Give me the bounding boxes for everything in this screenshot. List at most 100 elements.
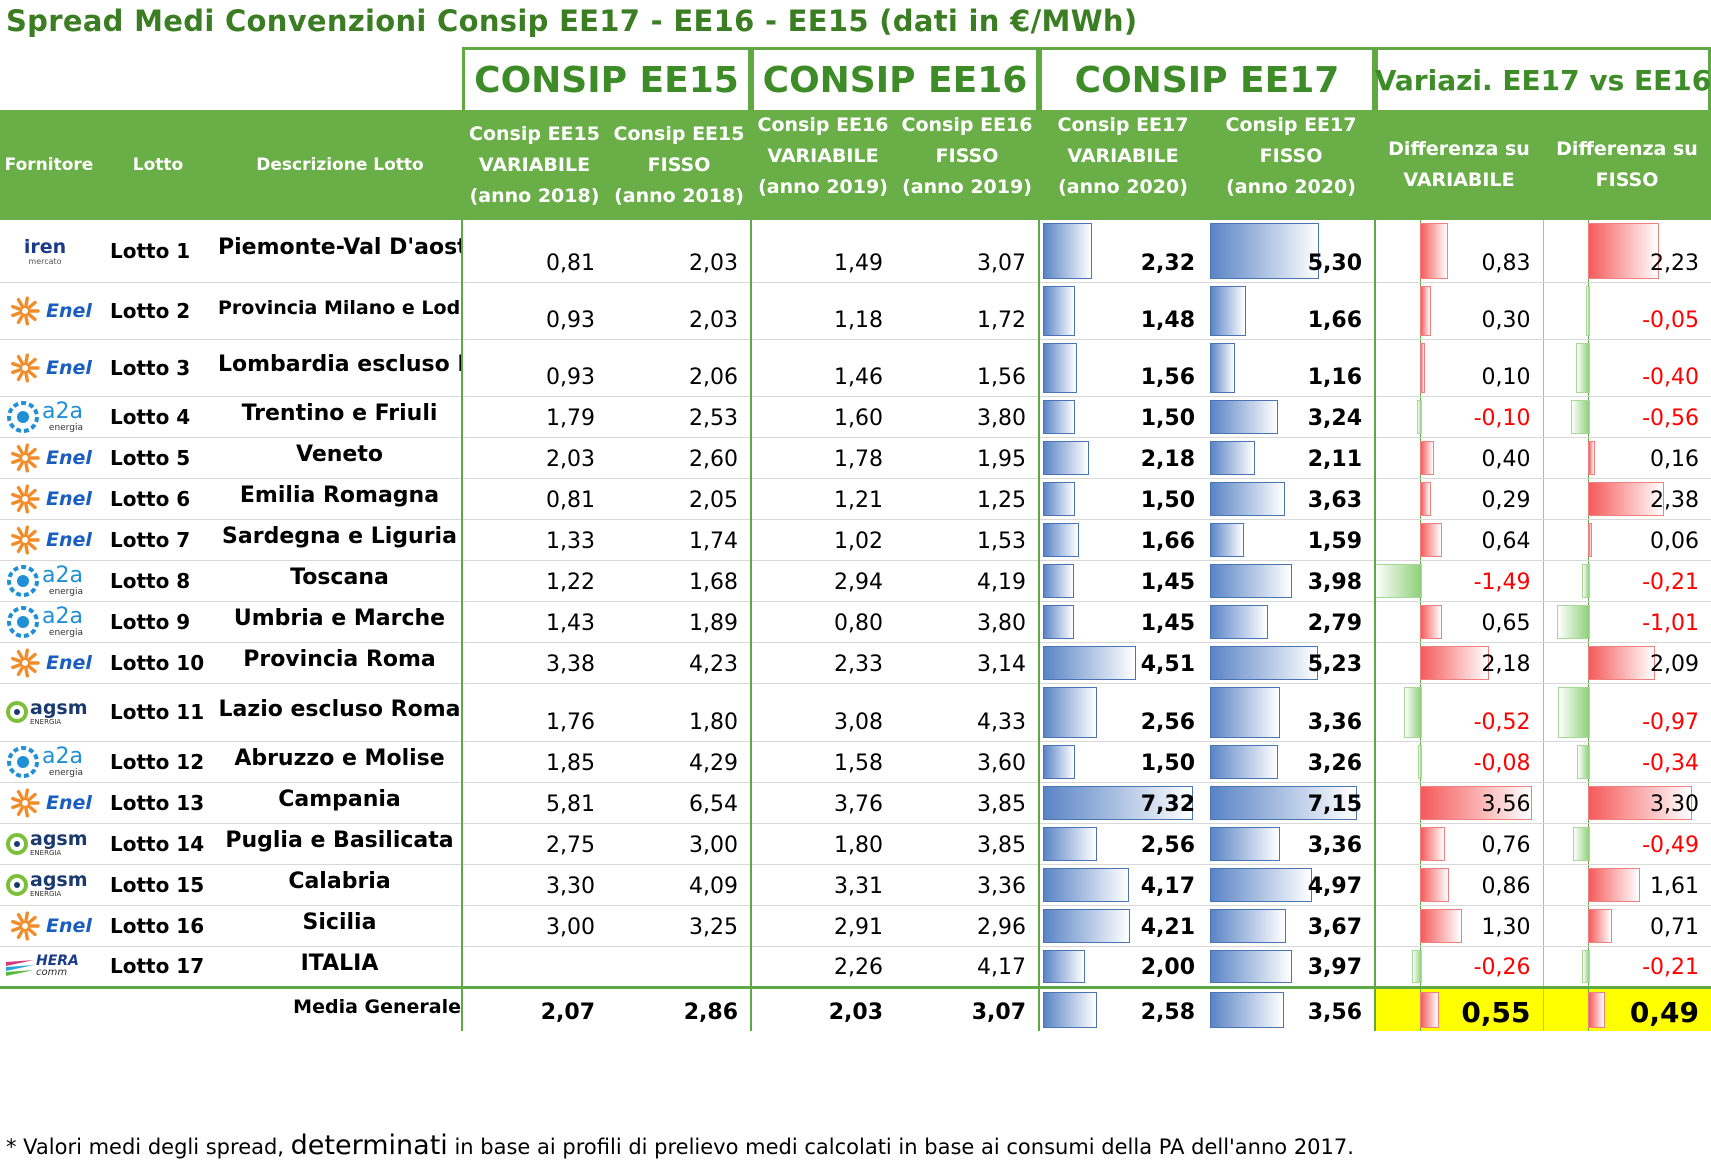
ee15-variabile-cell: 1,22 bbox=[461, 560, 607, 602]
ee17-fisso-cell: 2,79 bbox=[1207, 601, 1375, 643]
diff-bar-positive bbox=[1587, 991, 1605, 1028]
supplier-logo: agsm ENERGIA bbox=[0, 683, 98, 742]
ee15-fisso-cell: 2,53 bbox=[607, 396, 751, 438]
ee16-fisso-cell: 3,60 bbox=[895, 741, 1039, 783]
table-row: Enel Lotto 5 Veneto 2,03 2,60 1,78 1,95 … bbox=[0, 437, 1711, 479]
enel-logo-icon bbox=[11, 787, 40, 817]
diff-variabile-cell: 0,86 bbox=[1374, 864, 1543, 906]
description-cell: Piemonte-Val D'aosta bbox=[218, 220, 462, 283]
supplier-logo: Enel bbox=[0, 782, 98, 824]
description-cell: Sardegna e Liguria bbox=[218, 519, 462, 561]
ee17-fisso-cell: 3,63 bbox=[1207, 478, 1375, 520]
col-header-diff-variabile: Differenza su VARIABILE bbox=[1375, 110, 1543, 220]
diff-fisso-cell: 0,16 bbox=[1542, 437, 1711, 479]
ee16-variabile-cell: 1,02 bbox=[750, 519, 895, 561]
diff-bar-positive bbox=[1587, 908, 1612, 943]
a2a-logo-icon bbox=[7, 605, 39, 638]
diff-fisso-cell: -0,21 bbox=[1542, 560, 1711, 602]
ee17-bar bbox=[1210, 440, 1255, 475]
diff-bar-positive bbox=[1587, 785, 1692, 820]
supplier-logo: Enel bbox=[0, 282, 98, 340]
ee17-bar bbox=[1210, 399, 1278, 434]
supplier-logo: a2a energia bbox=[0, 601, 98, 643]
col-header-ee15-variabile: Consip EE15 VARIABILE (anno 2018) bbox=[462, 110, 607, 220]
table-row: agsm ENERGIA Lotto 14 Puglia e Basilicat… bbox=[0, 823, 1711, 865]
lotto-cell: Lotto 14 bbox=[98, 823, 218, 865]
ee17-variabile-cell: 4,51 bbox=[1038, 642, 1207, 684]
col-header-ee16-fisso: Consip EE16 FISSO (anno 2019) bbox=[895, 110, 1039, 220]
ee17-bar bbox=[1210, 949, 1292, 983]
ee15-fisso-cell: 1,89 bbox=[607, 601, 751, 643]
ee16-variabile-cell: 1,46 bbox=[750, 339, 895, 397]
lotto-cell: Lotto 6 bbox=[98, 478, 218, 520]
group-header-variazioni: Variazi. EE17 vs EE16 bbox=[1375, 47, 1711, 110]
ee17-bar bbox=[1210, 481, 1285, 516]
description-cell: ITALIA bbox=[218, 946, 462, 988]
diff-bar-negative bbox=[1418, 744, 1422, 779]
diff-bar-negative bbox=[1412, 949, 1422, 983]
supplier-logo: Enel bbox=[0, 437, 98, 479]
ee17-bar bbox=[1210, 563, 1292, 598]
diff-bar-negative bbox=[1581, 949, 1590, 983]
ee17-fisso-cell: 2,11 bbox=[1207, 437, 1375, 479]
table-row: a2a energia Lotto 12 Abruzzo e Molise 1,… bbox=[0, 741, 1711, 783]
diff-variabile-cell: 0,30 bbox=[1374, 282, 1543, 340]
a2a-logo-icon bbox=[7, 400, 39, 433]
ee17-variabile-cell: 4,21 bbox=[1038, 905, 1207, 947]
ee15-variabile-cell: 1,79 bbox=[461, 396, 607, 438]
ee16-fisso-cell: 4,33 bbox=[895, 683, 1039, 742]
description-cell: Provincia Milano e Lodi bbox=[218, 282, 462, 340]
lotto-cell: Lotto 1 bbox=[98, 220, 218, 283]
diff-bar-positive bbox=[1420, 285, 1431, 336]
diff-bar-negative bbox=[1581, 563, 1590, 598]
lotto-cell: Lotto 13 bbox=[98, 782, 218, 824]
ee17-variabile-cell: 2,00 bbox=[1038, 946, 1207, 988]
ee15-variabile-cell: 0,93 bbox=[461, 339, 607, 397]
ee15-fisso-cell: 3,00 bbox=[607, 823, 751, 865]
diff-bar-positive bbox=[1587, 522, 1592, 557]
ee17-variabile-cell: 4,17 bbox=[1038, 864, 1207, 906]
ee15-fisso-cell: 1,80 bbox=[607, 683, 751, 742]
ee17-fisso-cell: 7,15 bbox=[1207, 782, 1375, 824]
diff-fisso-cell: -0,34 bbox=[1542, 741, 1711, 783]
ee17-bar bbox=[1210, 908, 1286, 943]
ee16-fisso-cell: 2,96 bbox=[895, 905, 1039, 947]
ee15-fisso-cell: 2,60 bbox=[607, 437, 751, 479]
description-cell: Puglia e Basilicata bbox=[218, 823, 462, 865]
ee17-bar bbox=[1210, 223, 1319, 279]
ee17-variabile-cell: 1,66 bbox=[1038, 519, 1207, 561]
ee17-bar bbox=[1043, 285, 1075, 336]
ee16-variabile-cell: 3,31 bbox=[750, 864, 895, 906]
ee17-bar bbox=[1043, 399, 1075, 434]
ee17-fisso-cell: 3,24 bbox=[1207, 396, 1375, 438]
ee16-variabile-cell: 1,58 bbox=[750, 741, 895, 783]
ee16-fisso-cell: 4,19 bbox=[895, 560, 1039, 602]
diff-variabile-cell: 0,64 bbox=[1374, 519, 1543, 561]
table-row: Enel Lotto 13 Campania 5,81 6,54 3,76 3,… bbox=[0, 782, 1711, 824]
diff-variabile-cell: -0,52 bbox=[1374, 683, 1543, 742]
group-header-ee15: CONSIP EE15 bbox=[462, 47, 751, 110]
ee16-variabile-cell: 1,18 bbox=[750, 282, 895, 340]
column-header-row: Fornitore Lotto Descrizione Lotto Consip… bbox=[0, 110, 1711, 220]
description-cell: Trentino e Friuli bbox=[218, 396, 462, 438]
ee15-variabile-cell: 3,30 bbox=[461, 864, 607, 906]
table-row: iren mercato Lotto 1 Piemonte-Val D'aost… bbox=[0, 220, 1711, 283]
diff-fisso-cell: -0,97 bbox=[1542, 683, 1711, 742]
ee17-bar bbox=[1210, 826, 1280, 861]
ee17-bar bbox=[1043, 342, 1077, 393]
lotto-cell: Lotto 5 bbox=[98, 437, 218, 479]
footnote: * Valori medi degli spread, determinati … bbox=[6, 1130, 1354, 1161]
enel-logo-icon bbox=[11, 483, 40, 513]
ee16-fisso-cell: 3,85 bbox=[895, 823, 1039, 865]
ee16-variabile-cell: 3,76 bbox=[750, 782, 895, 824]
ee17-variabile-cell: 2,56 bbox=[1038, 823, 1207, 865]
diff-bar-negative bbox=[1377, 563, 1422, 598]
ee15-fisso-cell: 3,25 bbox=[607, 905, 751, 947]
diff-bar-positive bbox=[1420, 604, 1442, 639]
diff-bar-positive bbox=[1420, 440, 1434, 475]
total-ee15-fisso: 2,86 bbox=[607, 985, 751, 1031]
table-row: Enel Lotto 10 Provincia Roma 3,38 4,23 2… bbox=[0, 642, 1711, 684]
diff-fisso-cell: -0,49 bbox=[1542, 823, 1711, 865]
diff-variabile-cell: -0,26 bbox=[1374, 946, 1543, 988]
ee17-bar bbox=[1210, 785, 1357, 820]
